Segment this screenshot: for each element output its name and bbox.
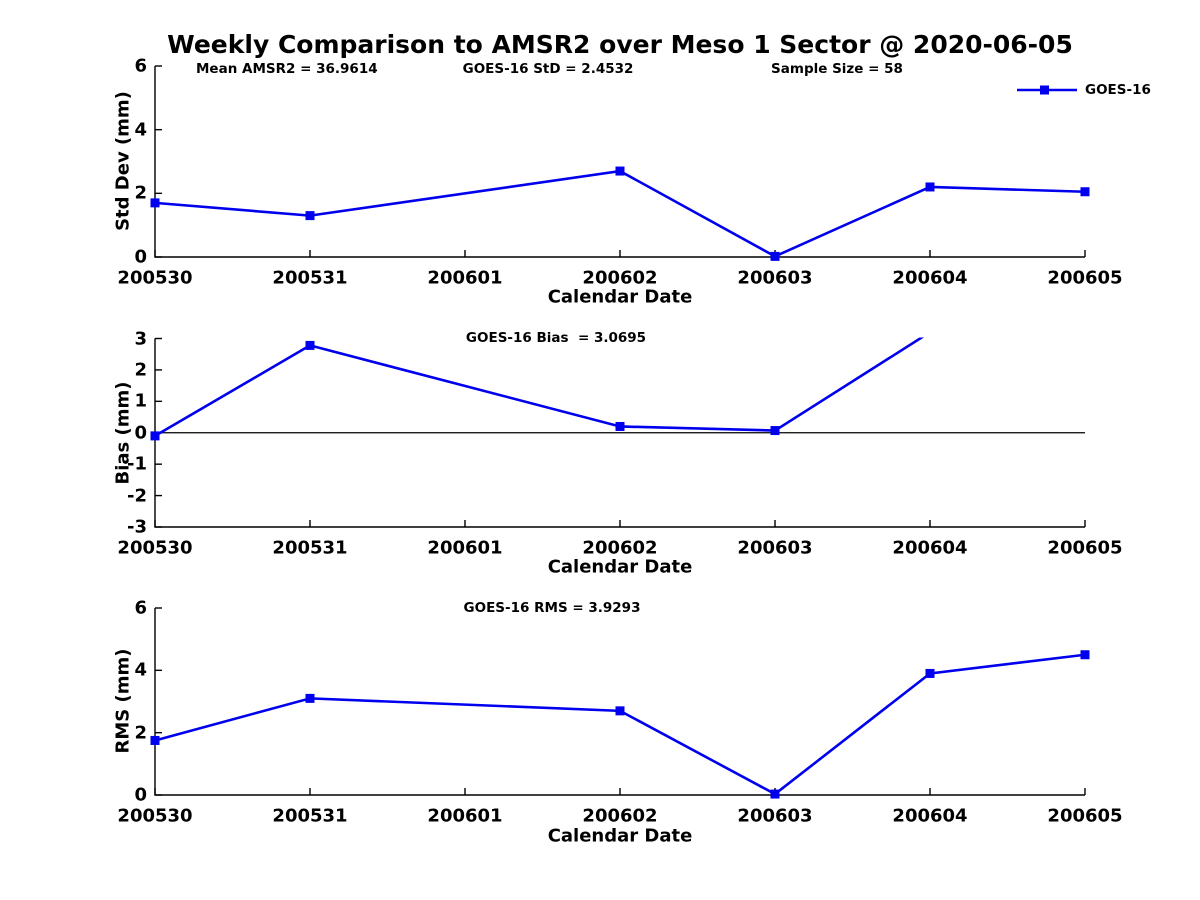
- data-point-marker: [925, 668, 935, 678]
- x-tick-label: 200604: [892, 805, 968, 827]
- y-tick-label: 0: [134, 422, 147, 444]
- y-tick-label: 6: [134, 597, 147, 619]
- annotation-goes16-bias: GOES-16 Bias = 3.0695: [465, 330, 647, 346]
- figure-title: Weekly Comparison to AMSR2 over Meso 1 S…: [167, 30, 1073, 59]
- series-line-goes16: [154, 653, 1086, 796]
- y-tick-label: -2: [127, 485, 147, 507]
- x-tick-label: 200603: [737, 537, 813, 559]
- data-point-marker: [1080, 650, 1090, 660]
- y-tick-label: 2: [134, 182, 147, 204]
- data-point-marker: [615, 706, 625, 716]
- y-tick-label: 2: [134, 722, 147, 744]
- data-point-marker: [150, 431, 160, 441]
- y-tick-label: 2: [134, 359, 147, 381]
- annotation-mean-amsr2: Mean AMSR2 = 36.9614: [196, 61, 378, 77]
- annotation-goes16-std: GOES-16 StD = 2.4532: [462, 61, 634, 77]
- data-point-marker: [305, 693, 315, 703]
- series-line-goes16: [154, 169, 1086, 258]
- legend-square-marker-icon: [1040, 85, 1049, 95]
- y-tick-label: 0: [134, 246, 147, 268]
- xlabel-calendar-date-3: Calendar Date: [547, 825, 693, 847]
- data-point-marker: [770, 789, 780, 799]
- x-tick-label: 200603: [737, 805, 813, 827]
- data-point-marker: [305, 211, 315, 221]
- data-point-marker: [770, 251, 780, 261]
- data-point-marker: [925, 182, 935, 192]
- y-tick-label: 3: [134, 328, 147, 349]
- x-tick-label: 200602: [582, 537, 658, 559]
- y-tick-label: 1: [134, 390, 147, 412]
- x-tick-label: 200601: [427, 267, 503, 289]
- ylabel-rms: RMS (mm): [112, 648, 134, 754]
- x-tick-label: 200602: [582, 267, 658, 289]
- data-point-marker: [615, 166, 625, 176]
- y-tick-label: 0: [134, 784, 147, 806]
- y-tick-label: 4: [134, 659, 147, 681]
- x-tick-label: 200604: [892, 537, 968, 559]
- x-tick-label: 200531: [272, 805, 348, 827]
- y-tick-label: -1: [127, 453, 147, 475]
- legend-label: GOES-16: [1085, 82, 1151, 98]
- xlabel-calendar-date-1: Calendar Date: [547, 286, 693, 308]
- x-tick-label: 200530: [117, 805, 193, 827]
- x-tick-label: 200602: [582, 805, 658, 827]
- x-tick-label: 200601: [427, 805, 503, 827]
- x-tick-label: 200604: [892, 267, 968, 289]
- legend: GOES-16: [1016, 82, 1151, 98]
- y-tick-label: -3: [127, 516, 147, 538]
- data-point-marker: [615, 421, 625, 431]
- data-point-marker: [150, 198, 160, 208]
- x-tick-label: 200530: [117, 537, 193, 559]
- axes-plot1: [154, 66, 1085, 258]
- series-line-goes16: [154, 337, 925, 438]
- x-tick-label: 200603: [737, 267, 813, 289]
- data-point-marker: [1080, 187, 1090, 197]
- data-point-marker: [305, 340, 315, 350]
- x-tick-label: 200605: [1047, 537, 1123, 559]
- annotation-goes16-rms: GOES-16 RMS = 3.9293: [463, 600, 641, 616]
- y-tick-label: 4: [134, 119, 147, 141]
- x-tick-label: 200531: [272, 537, 348, 559]
- x-tick-label: 200531: [272, 267, 348, 289]
- ylabel-std-dev: Std Dev (mm): [112, 91, 134, 231]
- x-tick-label: 200601: [427, 537, 503, 559]
- x-tick-label: 200530: [117, 267, 193, 289]
- x-tick-label: 200605: [1047, 267, 1123, 289]
- x-tick-label: 200605: [1047, 805, 1123, 827]
- xlabel-calendar-date-2: Calendar Date: [547, 556, 693, 578]
- data-point-marker: [150, 735, 160, 745]
- legend-line-icon: [1017, 85, 1077, 95]
- y-tick-label: 6: [134, 55, 147, 77]
- annotation-sample-size: Sample Size = 58: [771, 61, 903, 77]
- data-point-marker: [770, 426, 780, 436]
